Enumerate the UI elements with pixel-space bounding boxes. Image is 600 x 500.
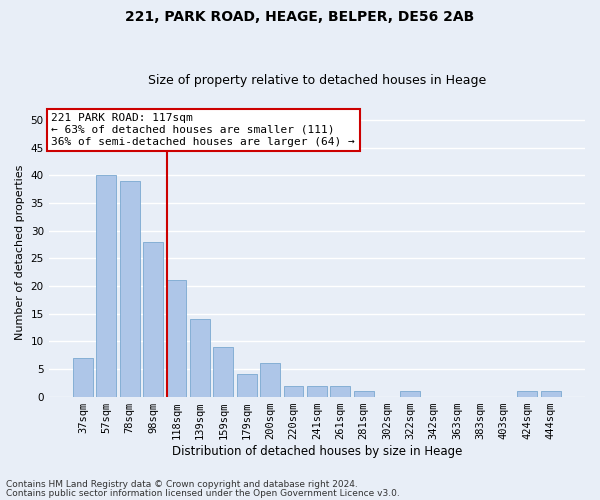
Text: 221 PARK ROAD: 117sqm
← 63% of detached houses are smaller (111)
36% of semi-det: 221 PARK ROAD: 117sqm ← 63% of detached …: [52, 114, 355, 146]
Bar: [237, 374, 257, 396]
Bar: [97, 176, 116, 396]
Bar: [73, 358, 93, 397]
Bar: [541, 391, 560, 396]
Bar: [120, 181, 140, 396]
Bar: [330, 386, 350, 396]
Text: 221, PARK ROAD, HEAGE, BELPER, DE56 2AB: 221, PARK ROAD, HEAGE, BELPER, DE56 2AB: [125, 10, 475, 24]
Bar: [517, 391, 537, 396]
Title: Size of property relative to detached houses in Heage: Size of property relative to detached ho…: [148, 74, 486, 87]
Bar: [284, 386, 304, 396]
X-axis label: Distribution of detached houses by size in Heage: Distribution of detached houses by size …: [172, 444, 462, 458]
Bar: [400, 391, 421, 396]
Bar: [353, 391, 374, 396]
Text: Contains HM Land Registry data © Crown copyright and database right 2024.: Contains HM Land Registry data © Crown c…: [6, 480, 358, 489]
Bar: [214, 347, 233, 397]
Bar: [143, 242, 163, 396]
Bar: [260, 364, 280, 396]
Text: Contains public sector information licensed under the Open Government Licence v3: Contains public sector information licen…: [6, 488, 400, 498]
Y-axis label: Number of detached properties: Number of detached properties: [15, 165, 25, 340]
Bar: [167, 280, 187, 396]
Bar: [307, 386, 327, 396]
Bar: [190, 319, 210, 396]
